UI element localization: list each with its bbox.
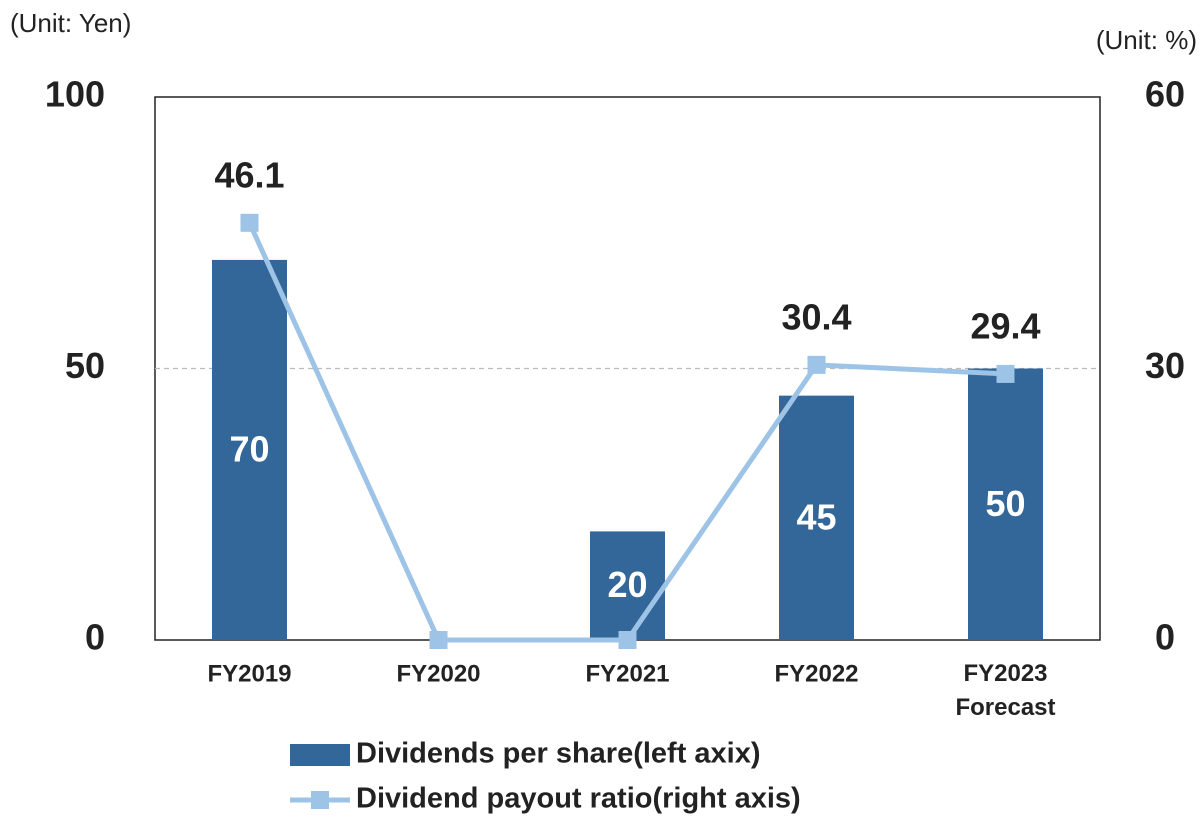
bar-label: 50	[985, 483, 1025, 524]
legend-label: Dividend payout ratio(right axis)	[356, 783, 801, 815]
line-marker	[240, 213, 259, 232]
line-label: 30.4	[781, 296, 851, 337]
line-marker	[996, 364, 1015, 383]
x-tick-label: FY2020	[396, 660, 480, 687]
left-unit: (Unit: Yen)	[10, 8, 131, 38]
bar-label: 45	[796, 496, 836, 537]
x-tick-label: FY2022	[774, 660, 858, 687]
bar	[590, 531, 665, 640]
line-label: 29.4	[970, 305, 1040, 346]
bar-label: 20	[607, 564, 647, 605]
line-label: 46.1	[214, 154, 284, 195]
legend-swatch	[290, 744, 350, 766]
legend-marker	[311, 791, 329, 809]
x-tick-label: FY2019	[207, 660, 291, 687]
right-unit: (Unit: %)	[1096, 25, 1197, 55]
y2-tick-label: 0	[1155, 617, 1175, 658]
line-marker	[429, 631, 448, 649]
y-tick-label: 100	[45, 74, 105, 115]
bar-label: 70	[229, 428, 269, 469]
bar	[968, 368, 1043, 640]
y2-tick-label: 60	[1145, 74, 1185, 115]
line-marker	[618, 631, 637, 649]
y-tick-label: 0	[85, 617, 105, 658]
x-tick-label: FY2021	[585, 660, 669, 687]
bar	[779, 395, 854, 640]
x-tick-label: FY2023 Forecast	[955, 660, 1055, 721]
y-tick-label: 50	[65, 345, 105, 386]
line-marker	[807, 355, 826, 374]
legend-label: Dividends per share(left axix)	[356, 738, 761, 770]
bar	[212, 259, 287, 640]
y2-tick-label: 30	[1145, 345, 1185, 386]
